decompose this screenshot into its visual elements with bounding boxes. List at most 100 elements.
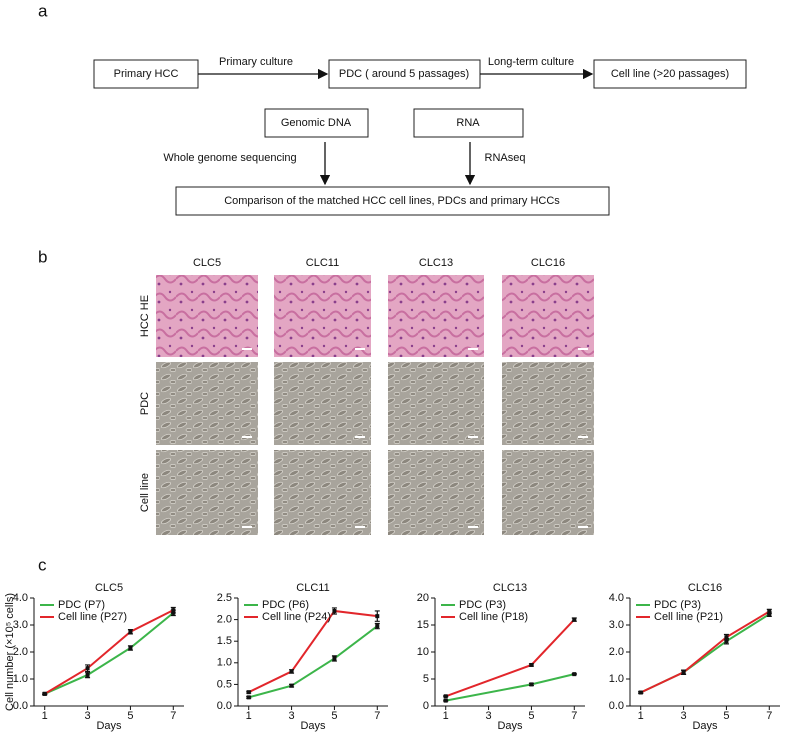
y-tick-label: 0.5 xyxy=(217,678,232,690)
data-point xyxy=(246,690,251,695)
growth-charts: CLC5 Cell number (×10⁵ cells) Days 0.0 1.0 2.… xyxy=(4,582,780,732)
panel-label: c xyxy=(38,555,47,574)
chart-title: CLC16 xyxy=(688,582,722,594)
x-axis-label: Days xyxy=(96,720,122,732)
y-tick-label: 0.0 xyxy=(609,700,624,712)
y-tick-label: 5 xyxy=(423,673,429,685)
edge-label: Whole genome sequencing xyxy=(163,152,296,164)
y-tick-label: 1.5 xyxy=(217,635,232,647)
legend-label: Cell line (P21) xyxy=(654,611,723,623)
chart-title: CLC11 xyxy=(296,582,329,594)
data-point xyxy=(42,691,47,696)
data-point xyxy=(767,609,772,614)
micrograph xyxy=(388,275,484,357)
data-point xyxy=(246,695,251,700)
node-box xyxy=(328,59,481,89)
chart-title: CLC13 xyxy=(493,582,527,594)
y-tick-label: 1.0 xyxy=(609,673,624,685)
micrograph xyxy=(502,450,594,535)
micrograph xyxy=(156,450,258,535)
x-tick-label: 1 xyxy=(246,710,252,722)
x-axis-label: Days xyxy=(497,720,523,732)
y-tick-label: 0.0 xyxy=(13,700,28,712)
panel-label: b xyxy=(38,247,47,266)
x-tick-label: 1 xyxy=(42,710,48,722)
node-label: Cell line (>20 passages) xyxy=(611,68,729,80)
y-tick-label: 15 xyxy=(417,619,429,631)
data-point xyxy=(572,617,577,622)
x-tick-label: 7 xyxy=(374,710,380,722)
y-axis-label: Cell number (×10⁵ cells) xyxy=(4,593,16,711)
node-box xyxy=(93,59,199,89)
y-tick-label: 3.0 xyxy=(13,619,28,631)
series-line xyxy=(640,610,770,694)
node-label: RNA xyxy=(456,117,480,129)
y-tick-label: 2.0 xyxy=(13,646,28,658)
micrograph xyxy=(274,362,371,445)
x-axis-label: Days xyxy=(300,720,326,732)
y-tick-label: 4.0 xyxy=(13,592,28,604)
y-tick-label: 10 xyxy=(417,646,429,658)
y-tick-label: 0 xyxy=(423,700,429,712)
micrograph-grid: CLC5 CLC11 CLC13 CLC16 HCC HE PDC Cell line xyxy=(139,257,594,535)
micrograph xyxy=(388,450,484,535)
x-tick-label: 3 xyxy=(85,710,91,722)
edge-label: Primary culture xyxy=(219,56,293,68)
node-label: Comparison of the matched HCC cell lines… xyxy=(224,195,560,207)
data-point xyxy=(443,698,448,703)
series-line xyxy=(445,673,575,702)
y-tick-label: 2.0 xyxy=(217,614,232,626)
node-label: Primary HCC xyxy=(114,68,179,80)
x-tick-label: 3 xyxy=(289,710,295,722)
legend-label: PDC (P6) xyxy=(262,599,309,611)
micrograph xyxy=(156,362,258,445)
chart-title: CLC5 xyxy=(95,582,123,594)
column-label: CLC11 xyxy=(306,257,339,269)
legend-label: Cell line (P18) xyxy=(459,611,528,623)
y-tick-label: 2.5 xyxy=(217,592,232,604)
micrograph xyxy=(502,275,594,357)
data-point xyxy=(443,694,448,699)
data-point xyxy=(375,614,380,619)
data-point xyxy=(289,683,294,688)
x-tick-label: 5 xyxy=(331,710,337,722)
y-tick-label: 1.0 xyxy=(13,673,28,685)
data-point xyxy=(85,666,90,671)
node-label: Genomic DNA xyxy=(281,117,352,129)
x-tick-label: 7 xyxy=(766,710,772,722)
micrograph xyxy=(274,450,371,535)
row-label: Cell line xyxy=(139,473,151,512)
data-point xyxy=(128,629,133,634)
node-label: PDC ( around 5 passages) xyxy=(339,68,469,80)
data-point xyxy=(638,690,643,695)
data-point xyxy=(724,639,729,644)
data-point xyxy=(85,672,90,677)
x-tick-label: 7 xyxy=(170,710,176,722)
micrograph xyxy=(388,362,484,445)
data-point xyxy=(332,656,337,661)
node-box xyxy=(175,186,610,216)
column-label: CLC5 xyxy=(193,257,221,269)
series-line xyxy=(44,609,174,695)
series-line xyxy=(445,618,576,698)
data-point xyxy=(724,635,729,640)
y-tick-label: 4.0 xyxy=(609,592,624,604)
x-tick-label: 1 xyxy=(638,710,644,722)
y-tick-label: 20 xyxy=(417,592,429,604)
edge-label: RNAseq xyxy=(485,152,526,164)
legend-label: PDC (P3) xyxy=(459,599,506,611)
node-box xyxy=(593,59,747,89)
panel-label: a xyxy=(38,1,48,20)
node-box xyxy=(264,108,369,138)
x-axis-label: Days xyxy=(692,720,718,732)
series-line xyxy=(248,625,378,699)
series-line xyxy=(44,612,174,695)
y-tick-label: 3.0 xyxy=(609,619,624,631)
x-tick-label: 3 xyxy=(486,710,492,722)
row-label: PDC xyxy=(139,392,151,415)
legend-label: Cell line (P24) xyxy=(262,611,331,623)
column-label: CLC13 xyxy=(419,257,453,269)
y-tick-label: 1.0 xyxy=(217,657,232,669)
data-point xyxy=(332,608,337,613)
